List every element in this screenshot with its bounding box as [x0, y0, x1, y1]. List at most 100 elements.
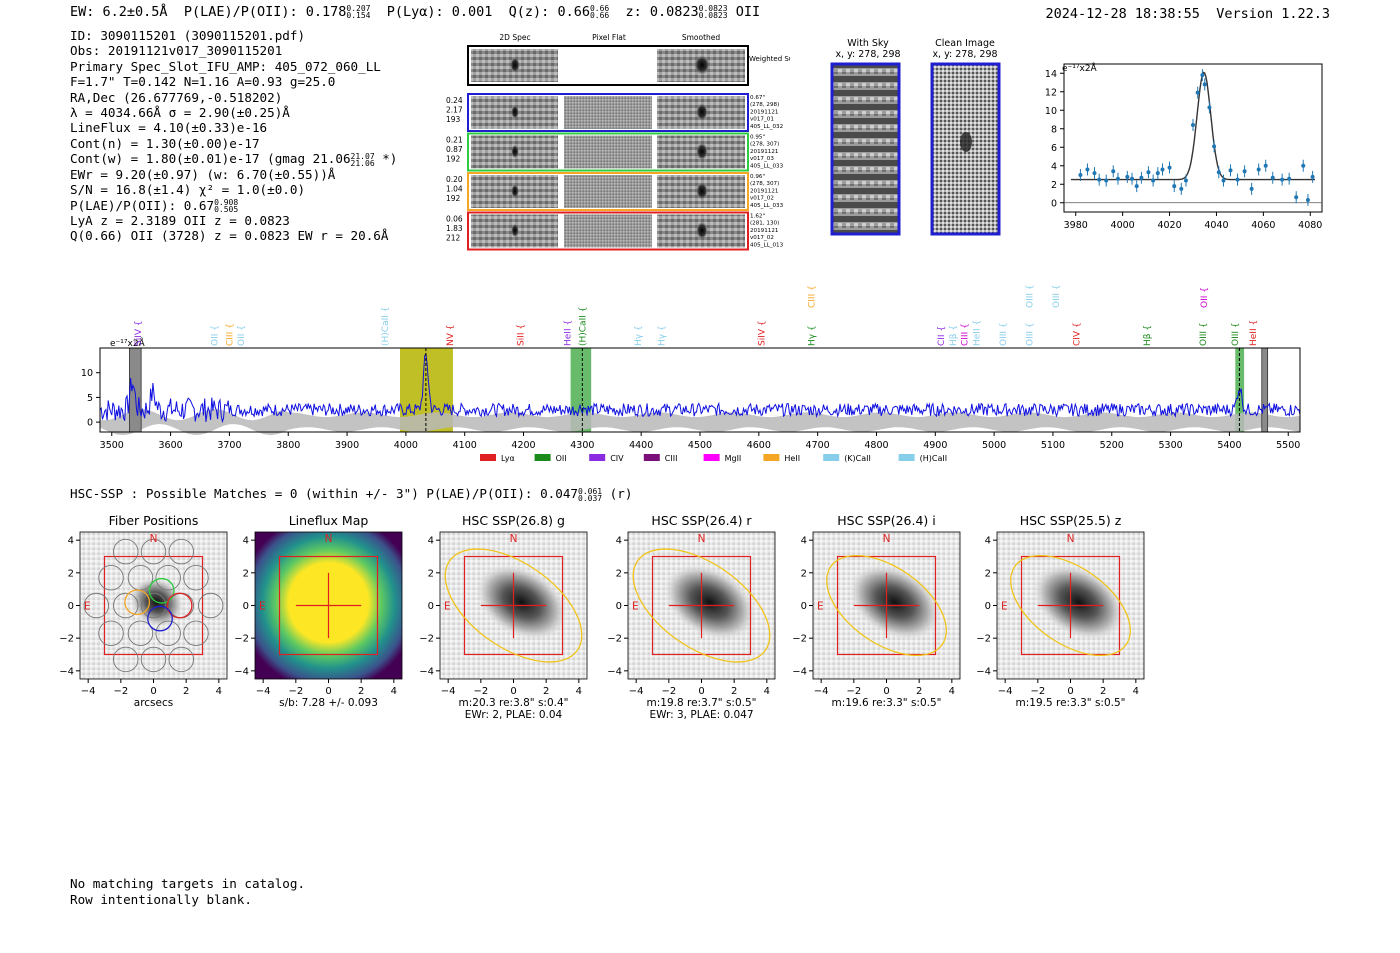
spectrum-xtick-label: 3900 — [335, 440, 359, 451]
cutout-meta: (278, 307) — [750, 142, 779, 148]
hsc-ytick-label: 2 — [243, 568, 249, 579]
spectrum-line-label: OII { — [211, 325, 221, 346]
hsc-ytick-label: −2 — [234, 634, 249, 645]
cutout-stat: 0.24 — [446, 96, 463, 105]
line-fit-xtick-label: 4060 — [1251, 220, 1275, 231]
spectrum-line-label: Hβ { — [1143, 325, 1153, 346]
line-fit-ytick-label: 14 — [1045, 69, 1057, 80]
fiber-circle — [113, 592, 139, 619]
aperture-box — [103, 555, 204, 656]
hsc-xtick-label: 2 — [358, 686, 364, 697]
fiber-circle — [140, 538, 167, 565]
hsc-ytick-label: 0 — [616, 601, 622, 612]
hsc-panel-title: HSC SSP(26.8) g — [462, 513, 565, 528]
spectrum-line-label: Hγ { — [634, 325, 644, 346]
cutout-stat: 212 — [446, 234, 461, 243]
spectrum-line-label: OIII { — [1052, 284, 1062, 308]
fiber-circle — [183, 620, 209, 646]
header-timestamp-version: 2024-12-28 18:38:55 Version 1.22.3 — [1046, 6, 1331, 22]
cutout-source-blob — [696, 103, 708, 121]
line-fit-point — [1160, 167, 1165, 172]
galaxy-ellipse — [1010, 554, 1131, 657]
hsc-xtick-label: 2 — [543, 686, 549, 697]
galaxy-ellipse — [826, 554, 947, 657]
hsc-xtick-label: −4 — [814, 686, 829, 697]
spectrum-xtick-label: 5400 — [1217, 440, 1241, 451]
hsc-panel-title: Fiber Positions — [109, 513, 199, 528]
hsc-ytick-label: 4 — [68, 536, 74, 547]
line-fit-point — [1235, 177, 1240, 182]
version: Version 1.22.3 — [1216, 6, 1330, 22]
hsc-xtick-label: 0 — [510, 686, 516, 697]
spectrum-line-label: HeII { — [564, 320, 574, 346]
line-fit-point — [1111, 169, 1116, 174]
spectrum-ytick-label: 5 — [87, 393, 93, 404]
spectrum-line-label: CIII { — [961, 323, 971, 346]
hsc-ytick-label: 4 — [801, 536, 807, 547]
line-fit-ytick-label: 6 — [1051, 143, 1057, 154]
detection-info: ID: 3090115201 (3090115201.pdf) Obs: 201… — [70, 28, 397, 244]
cutout-meta: 20191121 — [750, 228, 779, 234]
cutout-stat: 193 — [446, 115, 461, 124]
info-ewr: EWr = 9.20(±0.97) (w: 6.70(±0.55))Å — [70, 166, 336, 182]
spectrum-xtick-label: 5300 — [1158, 440, 1182, 451]
line-fit-point — [1134, 184, 1139, 189]
hsc-xtick-label: 4 — [764, 686, 770, 697]
hsc-ytick-label: 4 — [616, 536, 622, 547]
hsc-xtick-label: 4 — [391, 686, 397, 697]
spectrum-line-label: CIII { — [225, 323, 235, 346]
line-fit-ytick-label: 8 — [1051, 124, 1057, 135]
spectra-cutouts: 2D Spec Pixel Flat Smoothed Weighted Sum… — [446, 33, 790, 251]
cutout-pixel-flat — [564, 175, 652, 208]
info-plae: P(LAE)/P(OII): 0.67 0.908 0.505 — [70, 197, 239, 215]
spectrum-line-label: (H)CaII { — [578, 307, 588, 347]
north-label: N — [883, 533, 891, 545]
line-fit-gaussian — [1071, 71, 1315, 181]
header-summary: EW: 6.2±0.5Å P(LAE)/P(OII): 0.178 0.207 0.… — [70, 4, 761, 20]
line-fit-point — [1125, 174, 1130, 179]
fiber-circle-green — [148, 577, 175, 604]
north-label: N — [325, 533, 333, 545]
col-pixel-flat: Pixel Flat — [592, 33, 626, 42]
line-fit-point — [1195, 90, 1200, 95]
hsc-ytick-label: 2 — [428, 568, 434, 579]
clean-image — [930, 62, 1001, 236]
fiber-circle — [155, 565, 181, 591]
line-fit-xtick-label: 4080 — [1298, 220, 1322, 231]
fiber-circle — [113, 646, 139, 673]
north-label: N — [510, 533, 518, 545]
fiber-circle — [113, 538, 139, 565]
fiber-circle — [140, 592, 167, 619]
hsc-xtick-label: 2 — [1100, 686, 1106, 697]
spectrum-xtick-label: 4800 — [864, 440, 888, 451]
spectrum-line-label: OIII { — [1025, 322, 1035, 346]
hsc-ytick-label: 2 — [616, 568, 622, 579]
hsc-summary: HSC-SSP : Possible Matches = 0 (within +… — [70, 486, 633, 503]
footer-line-1: No matching targets in catalog. — [70, 876, 306, 891]
fiber-circle — [168, 538, 194, 565]
aperture-box — [463, 555, 564, 656]
cutout-stat: 0.20 — [446, 175, 463, 184]
east-label: E — [632, 601, 639, 613]
hsc-panel-caption: arcsecs — [134, 697, 173, 709]
hsc-xtick-label: 0 — [1067, 686, 1073, 697]
sky-images — [830, 62, 1001, 236]
spectrum-line-label: HeII { — [972, 320, 982, 346]
hsc-xtick-label: −4 — [629, 686, 644, 697]
spectrum-xtick-label: 4300 — [570, 440, 594, 451]
line-fit-point — [1078, 173, 1083, 177]
spectrum-xtick-label: 5000 — [982, 440, 1006, 451]
spectrum-line-label: SiIV { — [758, 320, 768, 346]
aperture-box — [836, 555, 937, 656]
line-fit-point — [1146, 170, 1151, 175]
cutout-meta: 20191121 — [750, 109, 779, 115]
line-fit-point — [1256, 167, 1261, 172]
fiber-circle — [98, 620, 124, 646]
cutout-meta: (281, 130) — [750, 221, 779, 227]
line-fit-point — [1115, 176, 1120, 181]
fiber-circle — [83, 592, 110, 619]
hsc-ytick-label: −2 — [976, 634, 991, 645]
hsc-xtick-label: −4 — [256, 686, 271, 697]
hsc-ytick-label: 2 — [68, 568, 74, 579]
hsc-xtick-label: 0 — [325, 686, 331, 697]
